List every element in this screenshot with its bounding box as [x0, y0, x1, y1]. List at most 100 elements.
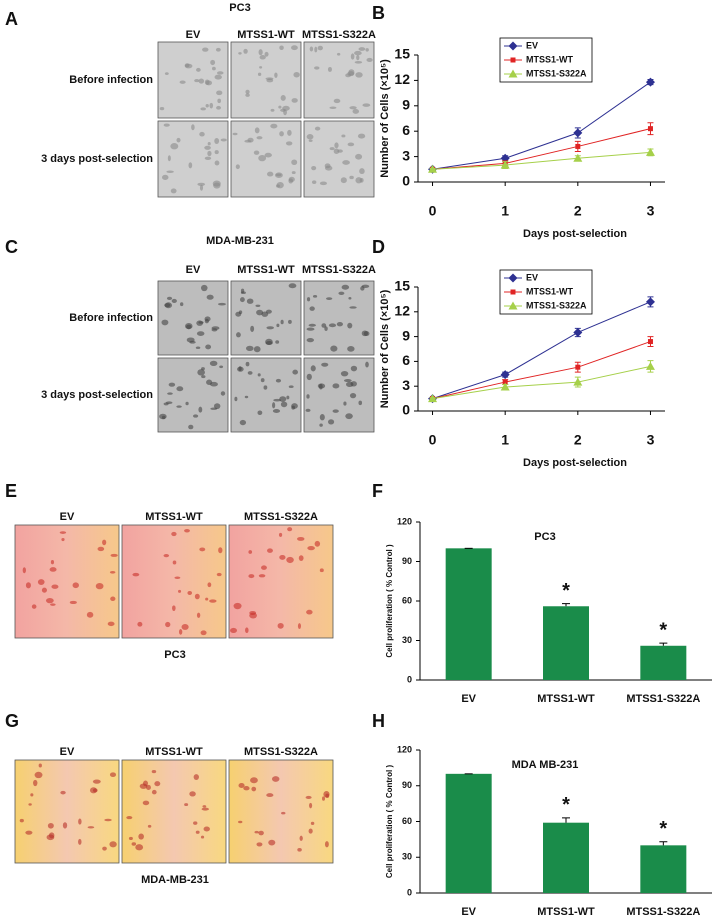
cell — [314, 540, 321, 547]
cell — [60, 790, 66, 795]
cell — [357, 133, 366, 139]
cell — [321, 362, 329, 367]
cell — [131, 842, 137, 846]
cell — [343, 401, 347, 406]
cell — [185, 323, 193, 330]
cell — [360, 286, 365, 291]
cell — [214, 138, 220, 144]
series-line — [432, 81, 651, 170]
y-axis-label: Cell proliferation ( % Control ) — [385, 544, 394, 658]
cell — [239, 419, 247, 426]
cell — [264, 51, 269, 57]
legend-label: MTSS1-S322A — [526, 300, 587, 310]
cell — [167, 155, 171, 162]
cell — [230, 627, 238, 634]
cell — [213, 403, 221, 410]
cell — [279, 45, 284, 51]
cell — [197, 369, 205, 376]
cell — [266, 793, 274, 798]
cell — [281, 811, 286, 815]
chart-title: PC3 — [534, 531, 555, 543]
marker — [575, 143, 581, 149]
cell — [347, 346, 355, 352]
cell — [308, 828, 313, 834]
cell — [178, 628, 183, 635]
cell — [102, 846, 107, 851]
cell — [309, 802, 313, 809]
cell — [248, 550, 253, 554]
cell — [253, 150, 260, 155]
cell — [50, 603, 56, 606]
cell — [250, 777, 258, 784]
cell — [214, 74, 222, 80]
cell — [293, 71, 300, 78]
cell — [204, 156, 212, 160]
cell — [256, 842, 263, 847]
cell — [217, 98, 221, 104]
cell — [270, 123, 278, 129]
cell — [200, 107, 206, 111]
cell — [246, 298, 254, 304]
cell — [209, 102, 214, 109]
cell — [248, 574, 255, 579]
cell — [209, 381, 218, 387]
marker — [508, 273, 518, 283]
cell — [161, 319, 169, 326]
cell — [189, 791, 196, 797]
cell — [37, 579, 45, 585]
cell — [212, 66, 216, 71]
cell — [329, 106, 337, 109]
marker — [573, 327, 583, 337]
cell — [336, 321, 343, 327]
cell — [205, 597, 209, 601]
cell — [22, 567, 26, 574]
cell — [178, 589, 182, 593]
cell — [214, 160, 220, 166]
cell — [272, 402, 276, 409]
cell — [168, 382, 176, 387]
cell — [184, 803, 189, 807]
column-label: MTSS1-S322A — [244, 511, 318, 523]
cell — [256, 309, 264, 316]
cell — [278, 532, 283, 537]
cell — [139, 783, 148, 789]
cell — [97, 546, 105, 552]
cell — [135, 844, 144, 851]
y-tick-label: 60 — [402, 595, 412, 605]
marker — [510, 289, 516, 295]
cell — [359, 177, 364, 183]
cell — [211, 326, 220, 330]
error-bar — [659, 642, 668, 646]
column-label: MTSS1-WT — [237, 29, 295, 41]
panel-title: MDA-MB-231 — [206, 235, 274, 247]
cell — [306, 394, 310, 399]
cell — [109, 841, 117, 848]
cell — [341, 284, 350, 290]
cell — [164, 303, 171, 308]
cell — [286, 395, 290, 400]
y-tick-label: 0 — [407, 674, 412, 684]
cell — [287, 129, 292, 136]
cell — [216, 572, 222, 577]
cell — [309, 46, 314, 52]
cell — [238, 783, 245, 788]
cell — [257, 72, 262, 76]
cell — [179, 302, 184, 307]
cell — [147, 824, 152, 828]
cell — [198, 321, 204, 324]
cell — [271, 776, 280, 782]
cell — [297, 847, 302, 852]
cell — [321, 323, 327, 328]
cell — [323, 791, 330, 798]
cell — [51, 584, 59, 589]
x-tick-label: 1 — [501, 432, 509, 448]
cell — [275, 378, 282, 383]
cell — [34, 771, 43, 779]
marker — [647, 126, 653, 132]
cell — [30, 793, 34, 797]
cell — [176, 386, 184, 392]
cell — [311, 166, 317, 171]
marker — [573, 128, 583, 138]
cell — [259, 55, 266, 60]
cell — [165, 621, 171, 628]
